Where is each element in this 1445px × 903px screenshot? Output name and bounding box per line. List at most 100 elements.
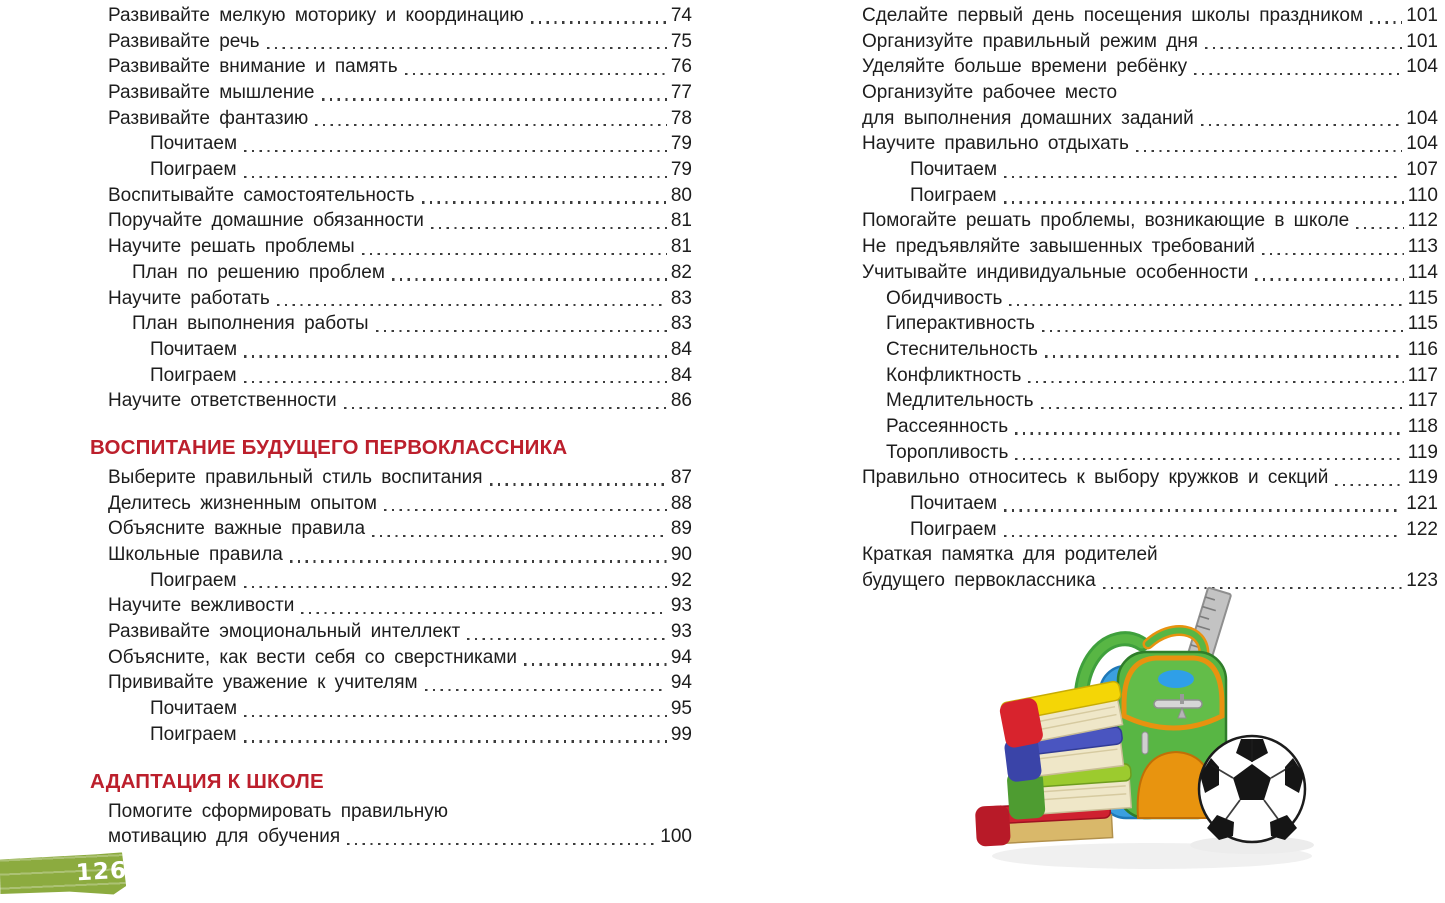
toc-entry-line1: Помогите сформировать правильную [108,800,449,822]
toc-entry-title: Почитаем [150,133,238,155]
toc-entry: Гиперактивность 115 [860,311,1438,337]
dot-leader [1003,201,1404,204]
dot-leader [1356,226,1404,230]
toc-page-number: 84 [670,338,692,360]
toc-page-number: 84 [670,364,692,386]
toc-page-number: 79 [670,133,692,155]
toc-entry-title: Почитаем [150,338,238,360]
toc-page-number: 122 [1406,518,1438,540]
toc-page-number: 82 [670,261,692,283]
toc-entry-title: Помогайте решать проблемы, возникающие в… [862,210,1350,232]
toc-entry-title: Развивайте речь [108,30,260,52]
toc-entry-title: Обидчивость [886,287,1003,309]
dot-leader [1335,483,1404,487]
dot-leader [1135,149,1403,153]
toc-entry-title: для выполнения домашних заданий [862,107,1194,129]
toc-page-number: 121 [1406,493,1438,515]
dot-leader [375,329,667,332]
toc-entry-title: Учитывайте индивидуальные особенности [862,261,1249,283]
toc-entry: Почитаем 121 [860,491,1438,517]
dot-leader [243,175,667,178]
toc-entry: Сделайте первый день посещения школы пра… [860,3,1438,29]
toc-page-number: 115 [1407,287,1438,309]
toc-entry-title: Поиграем [910,184,997,206]
toc-entry-title: Поиграем [910,518,997,540]
toc-entry: Развивайте фантазию 78 [88,106,692,132]
dot-leader [467,637,667,640]
toc-page-number: 93 [670,621,692,643]
section-heading: АДАПТАЦИЯ К ШКОЛЕ [90,769,324,793]
folio-page-number: 126 [75,857,128,887]
toc-page-number: 100 [660,826,692,848]
toc-entry: Торопливость 119 [860,440,1438,466]
dot-leader [372,534,667,538]
dot-leader [524,663,667,666]
dot-leader [321,98,667,101]
toc-entry: Помогайте решать проблемы, возникающие в… [860,209,1438,235]
toc-page-number: 117 [1407,364,1438,386]
toc-entry-title: Научите ответственности [108,390,337,412]
toc-page-number: 88 [670,492,692,514]
dot-leader [361,252,667,255]
toc-page-number: 101 [1406,4,1438,26]
dot-leader [1102,586,1403,589]
toc-entry-title: Развивайте фантазию [108,107,309,129]
toc-entry: Не предъявляйте завышенных требований 113 [860,234,1438,260]
toc-entry-title: мотивацию для обучения [108,826,341,848]
toc-page-number: 104 [1406,133,1438,155]
toc-entry-title: Объясните важные правила [108,518,366,540]
dot-leader [1044,355,1404,358]
dot-leader [391,278,667,281]
toc-page-number: 90 [670,544,692,566]
dot-leader [244,355,667,358]
dot-leader [301,611,667,615]
dot-leader [289,560,667,563]
toc-page-number: 75 [670,30,692,52]
toc-entry: Выберите правильный стиль воспитания 87 [88,465,692,491]
dot-leader [421,201,667,204]
toc-entry-title: Делитесь жизненным опытом [108,492,377,514]
dot-leader [1009,303,1404,307]
toc-page-number: 118 [1407,415,1438,437]
toc-entry-title: Научите работать [108,287,270,309]
toc-entry: Стеснительность 116 [860,337,1438,363]
toc-entry-title: Выберите правильный стиль воспитания [108,466,483,488]
dot-leader [530,21,667,24]
toc-page-number: 87 [670,466,692,488]
toc-entry-title: Поиграем [150,159,237,181]
toc-entry: Научите правильно отдыхать 104 [860,131,1438,157]
dot-leader [243,381,667,384]
toc-page-number: 78 [670,107,692,129]
toc-entry: Уделяйте больше времени ребёнку 104 [860,54,1438,80]
toc-entry: Развивайте речь 75 [88,29,692,55]
toc-entry: Развивайте мышление 77 [88,80,692,106]
toc-page-number: 114 [1407,261,1438,283]
dot-leader [430,226,667,230]
toc-entry-line1: Краткая памятка для родителей [862,544,1158,566]
toc-entry: Поиграем 79 [88,157,692,183]
toc-entry: Развивайте эмоциональный интеллект 93 [88,619,692,645]
toc-page-number: 74 [670,4,692,26]
toc-page-number: 79 [670,159,692,181]
dot-leader [489,483,667,486]
toc-entry: Поиграем 122 [860,517,1438,543]
toc-entry: Поиграем 84 [88,363,692,389]
toc-entry: будущего первоклассника 123 [860,568,1438,594]
dot-leader [1041,329,1404,332]
toc-entry: Школьные правила 90 [88,542,692,568]
toc-page-number: 76 [670,56,692,78]
toc-page-number: 93 [670,595,692,617]
toc-entry-title: Организуйте правильный режим дня [862,30,1199,52]
dot-leader [243,740,667,743]
dot-leader [266,47,667,50]
dot-leader [1205,47,1403,50]
toc-entry-title: Уделяйте больше времени ребёнку [862,56,1188,78]
dot-leader [243,586,667,589]
dot-leader [1194,72,1403,76]
toc-entry: мотивацию для обучения 100 [88,824,692,850]
toc-entry-title: Поиграем [150,364,237,386]
toc-page-number: 86 [670,390,692,412]
books-stack-icon [975,680,1133,847]
toc-entry-title: Поиграем [150,723,237,745]
shadow [1190,836,1314,854]
